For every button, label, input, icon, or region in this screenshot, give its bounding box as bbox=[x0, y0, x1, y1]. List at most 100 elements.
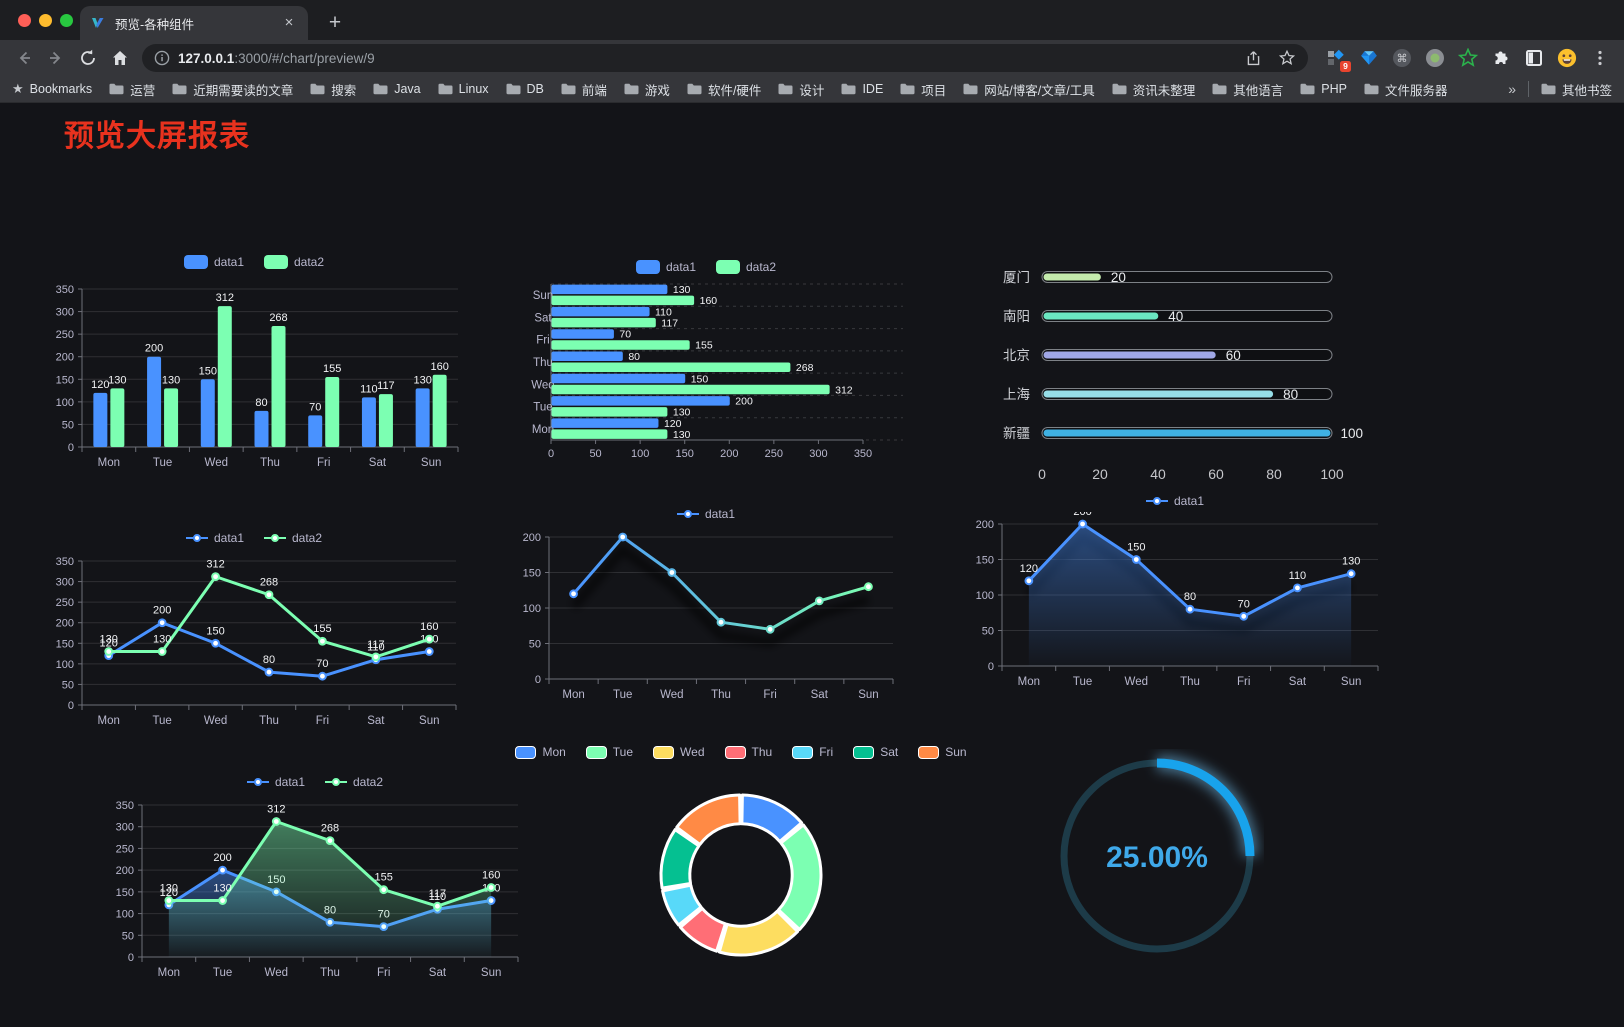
reload-icon[interactable] bbox=[75, 45, 101, 71]
new-tab-button[interactable]: + bbox=[328, 11, 342, 34]
proxy-extension-icon[interactable]: 9 bbox=[1326, 48, 1351, 72]
legend-item-data1[interactable]: data1 bbox=[676, 507, 735, 521]
svg-text:80: 80 bbox=[255, 397, 267, 409]
chart-canvas[interactable]: 0 50 100 150 200 Mon Tue Wed Thu Fri Sat Sun 120 200 1… bbox=[958, 512, 1392, 700]
svg-text:200: 200 bbox=[153, 605, 171, 617]
svg-text:150: 150 bbox=[116, 887, 134, 899]
svg-text:0: 0 bbox=[128, 952, 134, 964]
bookmark-folder[interactable]: 运营 bbox=[109, 80, 155, 99]
legend-item-data1[interactable]: data1 bbox=[183, 255, 244, 269]
svg-text:Mon: Mon bbox=[98, 457, 120, 469]
legend-item-Sat[interactable]: Sat bbox=[853, 745, 898, 759]
legend-item-Thu[interactable]: Thu bbox=[724, 745, 772, 759]
browser-tab[interactable]: 预览-各种组件 × bbox=[80, 6, 308, 40]
minimize-window-button[interactable] bbox=[39, 13, 52, 27]
chart-canvas[interactable]: 0 50 100 150 200 250 300 350 Mon Tue Wed Thu Fri Sat S… bbox=[38, 273, 470, 483]
bookmark-folder[interactable]: Java bbox=[373, 82, 421, 96]
dark-mode-extension-icon[interactable] bbox=[1524, 48, 1544, 68]
green-star-extension-icon[interactable] bbox=[1458, 48, 1478, 68]
chart-legend: data1 bbox=[505, 503, 907, 525]
svg-text:117: 117 bbox=[661, 317, 678, 329]
record-extension-icon[interactable] bbox=[1425, 48, 1445, 68]
bookmark-folder[interactable]: 设计 bbox=[778, 80, 824, 99]
grouped-bar-chart[interactable]: data1 data2 0 50 100 150 200 250 300 350 Mon Tue Wed… bbox=[38, 251, 470, 483]
bookmark-folder[interactable]: 近期需要读的文章 bbox=[172, 80, 293, 99]
donut-chart[interactable]: Mon Tue Wed Thu Fri Sat Sun bbox=[515, 741, 967, 967]
address-bar[interactable]: 127.0.0.1:3000/#/chart/preview/9 bbox=[142, 44, 1308, 72]
svg-text:250: 250 bbox=[56, 597, 74, 609]
bookmark-folder[interactable]: DB bbox=[506, 82, 544, 96]
legend-item-data1[interactable]: data1 bbox=[1145, 494, 1204, 508]
horizontal-bar-chart[interactable]: data1 data2 Sun 130 160 Sat 110 117 Fri 70 155 Thu 8… bbox=[505, 256, 907, 468]
legend-item-data1[interactable]: data1 bbox=[246, 775, 305, 789]
two-series-line-chart[interactable]: data1 data2 0 50 100 150 200 250 300 350 Mon Tue Wed… bbox=[38, 527, 470, 739]
svg-text:Wed: Wed bbox=[660, 689, 683, 701]
chart-canvas[interactable]: 0 50 100 150 200 250 300 350 Mon Tue Wed Thu Fri Sat S… bbox=[38, 549, 470, 739]
bookmark-folder[interactable]: 项目 bbox=[900, 80, 946, 99]
legend-item-Fri[interactable]: Fri bbox=[792, 745, 833, 759]
forward-icon[interactable] bbox=[43, 45, 69, 71]
chart-canvas[interactable]: 厦门 20 南阳 40 北京 60 上海 80 新疆 100 0 20 40 60 80 100 bbox=[958, 253, 1392, 489]
site-info-icon[interactable] bbox=[154, 50, 170, 66]
bookmark-folder[interactable]: 软件/硬件 bbox=[687, 80, 761, 99]
chart-canvas[interactable]: 0 50 100 150 200 Mon Tue Wed Thu Fri Sat Sun bbox=[505, 525, 907, 713]
bookmark-folder[interactable]: Linux bbox=[438, 82, 489, 96]
svg-text:Sat: Sat bbox=[367, 715, 385, 727]
legend-item-data1[interactable]: data1 bbox=[635, 260, 696, 274]
legend-item-data1[interactable]: data1 bbox=[185, 531, 244, 545]
gauge-chart[interactable]: 25.00% bbox=[1050, 749, 1264, 963]
gradient-line-chart[interactable]: data1 0 50 100 150 200 Mon Tue Wed Thu Fri Sat Sun bbox=[505, 503, 907, 713]
chart-canvas[interactable] bbox=[545, 763, 937, 967]
legend-item-Sun[interactable]: Sun bbox=[918, 745, 967, 759]
svg-text:厦门: 厦门 bbox=[1003, 270, 1030, 285]
fullscreen-window-button[interactable] bbox=[60, 13, 73, 27]
close-window-button[interactable] bbox=[18, 13, 31, 27]
bookmark-folder[interactable]: 文件服务器 bbox=[1364, 80, 1447, 99]
bookmarks-overflow-chevron[interactable]: » bbox=[1508, 81, 1516, 97]
bookmarks-list: ★ Bookmarks 运营 近期需要读的文章 搜索 Java Linux DB 前端 游戏软… bbox=[12, 80, 1491, 99]
tab-close-icon[interactable]: × bbox=[284, 14, 294, 31]
bookmark-folder[interactable]: 资讯未整理 bbox=[1112, 80, 1195, 99]
chart-canvas[interactable]: 25.00% bbox=[1050, 749, 1264, 963]
gem-extension-icon[interactable] bbox=[1359, 48, 1379, 68]
svg-text:120: 120 bbox=[91, 379, 109, 391]
bookmark-folder[interactable]: IDE bbox=[841, 82, 883, 96]
bookmarks-manager-item[interactable]: ★ Bookmarks bbox=[12, 81, 92, 97]
svg-text:300: 300 bbox=[116, 822, 134, 834]
svg-text:40: 40 bbox=[1168, 309, 1183, 324]
bookmark-folder[interactable]: 网站/博客/文章/工具 bbox=[963, 80, 1095, 99]
legend-item-Tue[interactable]: Tue bbox=[585, 745, 633, 759]
svg-text:0: 0 bbox=[68, 700, 74, 712]
legend-item-data2[interactable]: data2 bbox=[264, 255, 324, 269]
svg-text:Sun: Sun bbox=[421, 457, 441, 469]
svg-text:50: 50 bbox=[529, 639, 541, 651]
legend-item-data2[interactable]: data2 bbox=[264, 531, 322, 545]
share-icon[interactable] bbox=[1245, 50, 1262, 67]
bookmark-folder[interactable]: 搜索 bbox=[310, 80, 356, 99]
profile-avatar[interactable] bbox=[1557, 48, 1577, 68]
bookmark-star-icon[interactable] bbox=[1278, 49, 1296, 67]
other-bookmarks-folder[interactable]: 其他书签 bbox=[1541, 80, 1612, 99]
svg-text:155: 155 bbox=[313, 623, 331, 635]
bookmark-folder[interactable]: PHP bbox=[1300, 82, 1347, 96]
legend-item-data2[interactable]: data2 bbox=[716, 260, 776, 274]
svg-text:150: 150 bbox=[676, 448, 694, 460]
puzzle-extensions-icon[interactable] bbox=[1491, 48, 1511, 68]
city-progress-chart[interactable]: 厦门 20 南阳 40 北京 60 上海 80 新疆 100 0 20 40 60 80 100 bbox=[958, 253, 1392, 489]
area-line-chart[interactable]: data1 0 50 100 150 200 Mon Tue Wed Thu Fri Sat Sun 12… bbox=[958, 490, 1392, 700]
bookmark-folder[interactable]: 其他语言 bbox=[1212, 80, 1283, 99]
bookmark-folder[interactable]: 游戏 bbox=[624, 80, 670, 99]
command-extension-icon[interactable]: ⌘ bbox=[1392, 48, 1412, 68]
legend-item-Mon[interactable]: Mon bbox=[515, 745, 566, 759]
back-icon[interactable] bbox=[11, 45, 37, 71]
legend-item-data2[interactable]: data2 bbox=[325, 775, 383, 789]
svg-text:100: 100 bbox=[1341, 426, 1364, 441]
chart-canvas[interactable]: 0 50 100 150 200 250 300 350 Mon Tue Wed Thu Fri Sat S… bbox=[98, 793, 532, 991]
legend-swatch bbox=[792, 745, 814, 759]
menu-kebab-icon[interactable] bbox=[1590, 48, 1610, 68]
two-series-area-chart[interactable]: data1 data2 0 50 100 150 200 250 300 350 Mon Tue Wed… bbox=[98, 771, 532, 991]
bookmark-folder[interactable]: 前端 bbox=[561, 80, 607, 99]
home-icon[interactable] bbox=[107, 45, 133, 71]
legend-item-Wed[interactable]: Wed bbox=[653, 745, 705, 759]
